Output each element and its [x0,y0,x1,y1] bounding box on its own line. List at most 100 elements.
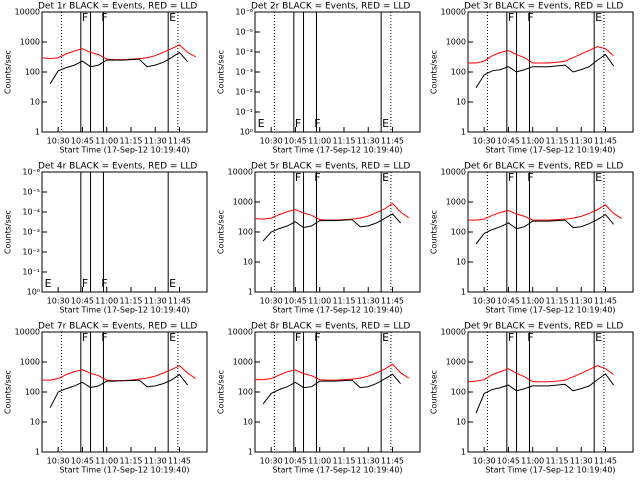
x-tick-label: 11:45 [168,457,191,466]
y-tick-label: 1 [461,128,466,137]
x-tick-label: 11:15 [332,297,355,306]
flag-label: F [101,11,107,24]
x-tick-label: 10:30 [47,297,70,306]
y-tick-label: 10⁻⁴ [22,208,40,217]
flag-label: F [82,11,88,24]
flag-label: F [82,331,88,344]
plot-frame [41,171,208,293]
y-tick-label: 1 [461,288,466,297]
y-tick-label: 10⁻¹ [22,268,40,277]
y-tick-label: 10⁰ [240,128,253,137]
series-line [467,365,614,383]
x-axis-label: Start Time (17-Sep-12 10:19:40) [59,466,189,475]
chart-title: Det 5r BLACK = Events, RED = LLD [251,162,410,172]
y-tick-label: 10000 [15,328,40,337]
x-tick-label: 11:00 [521,137,544,146]
x-axis-label: Start Time (17-Sep-12 10:19:40) [272,306,402,315]
x-axis-label: Start Time (17-Sep-12 10:19:40) [59,306,189,315]
x-tick-label: 10:45 [497,297,520,306]
y-tick-label: 10 [243,418,253,427]
y-axis-label: Counts/sec [430,370,439,414]
y-tick-label: 100 [25,388,40,397]
flag-label: E [169,11,176,24]
y-tick-label: 1000 [446,38,466,47]
x-tick-label: 11:00 [521,457,544,466]
x-tick-label: 11:15 [119,457,142,466]
flag-label: F [314,117,320,130]
x-tick-label: 11:45 [168,297,191,306]
y-tick-label: 100 [451,388,466,397]
x-tick-label: 10:45 [284,457,307,466]
flag-label: E [258,117,265,130]
y-axis-label: Counts/sec [4,210,13,254]
flag-label: E [169,277,176,290]
y-tick-label: 10⁰ [27,288,40,297]
flag-label: E [382,117,389,130]
plot-frame [467,331,634,453]
flag-label: F [295,331,301,344]
y-tick-label: 100 [238,228,253,237]
y-tick-label: 10 [456,98,466,107]
y-tick-label: 10 [456,418,466,427]
flag-label: E [382,171,389,184]
flag-label: E [45,277,52,290]
flag-label: F [527,171,533,184]
y-tick-label: 10000 [15,8,40,17]
x-tick-label: 10:45 [284,297,307,306]
y-tick-label: 1000 [233,358,253,367]
flag-label: F [314,331,320,344]
y-tick-label: 100 [451,68,466,77]
y-tick-label: 10 [30,418,40,427]
x-tick-label: 11:30 [357,297,380,306]
flag-label: F [314,171,320,184]
x-tick-label: 11:30 [144,297,167,306]
x-tick-label: 10:45 [71,457,94,466]
y-tick-label: 10000 [441,168,466,177]
flag-label: F [295,171,301,184]
y-axis-label: Counts/sec [430,50,439,94]
flag-label: F [508,331,514,344]
x-tick-label: 10:45 [71,297,94,306]
flag-label: F [508,171,514,184]
plot-frame [467,11,634,133]
x-axis-label: Start Time (17-Sep-12 10:19:40) [485,146,615,155]
chart-title: Det 3r BLACK = Events, RED = LLD [464,2,623,12]
series-line [262,213,401,242]
y-tick-label: 10000 [441,328,466,337]
x-tick-label: 11:30 [357,137,380,146]
chart-title: Det 1r BLACK = Events, RED = LLD [38,2,197,12]
y-tick-label: 10⁻² [22,248,40,257]
x-tick-label: 10:45 [497,137,520,146]
x-tick-label: 10:30 [260,457,283,466]
x-tick-label: 10:30 [473,137,496,146]
plot-frame [254,331,421,453]
y-tick-label: 1000 [233,198,253,207]
y-tick-label: 10⁻⁵ [22,188,40,197]
x-tick-label: 11:30 [570,297,593,306]
series-line [49,373,188,408]
y-axis-label: Counts/sec [217,210,226,254]
y-tick-label: 10⁻⁶ [235,8,253,17]
x-axis-label: Start Time (17-Sep-12 10:19:40) [59,146,189,155]
y-tick-label: 10000 [228,328,253,337]
x-tick-label: 11:15 [119,297,142,306]
y-tick-label: 10000 [228,168,253,177]
x-tick-label: 11:45 [594,457,617,466]
flag-label: F [295,117,301,130]
x-tick-label: 11:00 [95,137,118,146]
y-tick-label: 10 [456,258,466,267]
y-tick-label: 10 [30,98,40,107]
y-tick-label: 1 [35,448,40,457]
x-tick-label: 11:00 [95,457,118,466]
y-tick-label: 10⁻⁶ [22,168,40,177]
plot-frame [254,171,421,293]
y-axis-label: Counts/sec [4,370,13,414]
flag-label: F [508,11,514,24]
x-tick-label: 11:15 [545,137,568,146]
series-line [468,46,614,64]
y-tick-label: 1000 [446,358,466,367]
y-tick-label: 100 [238,388,253,397]
y-tick-label: 10⁻⁵ [235,28,253,37]
y-tick-label: 1 [248,448,253,457]
